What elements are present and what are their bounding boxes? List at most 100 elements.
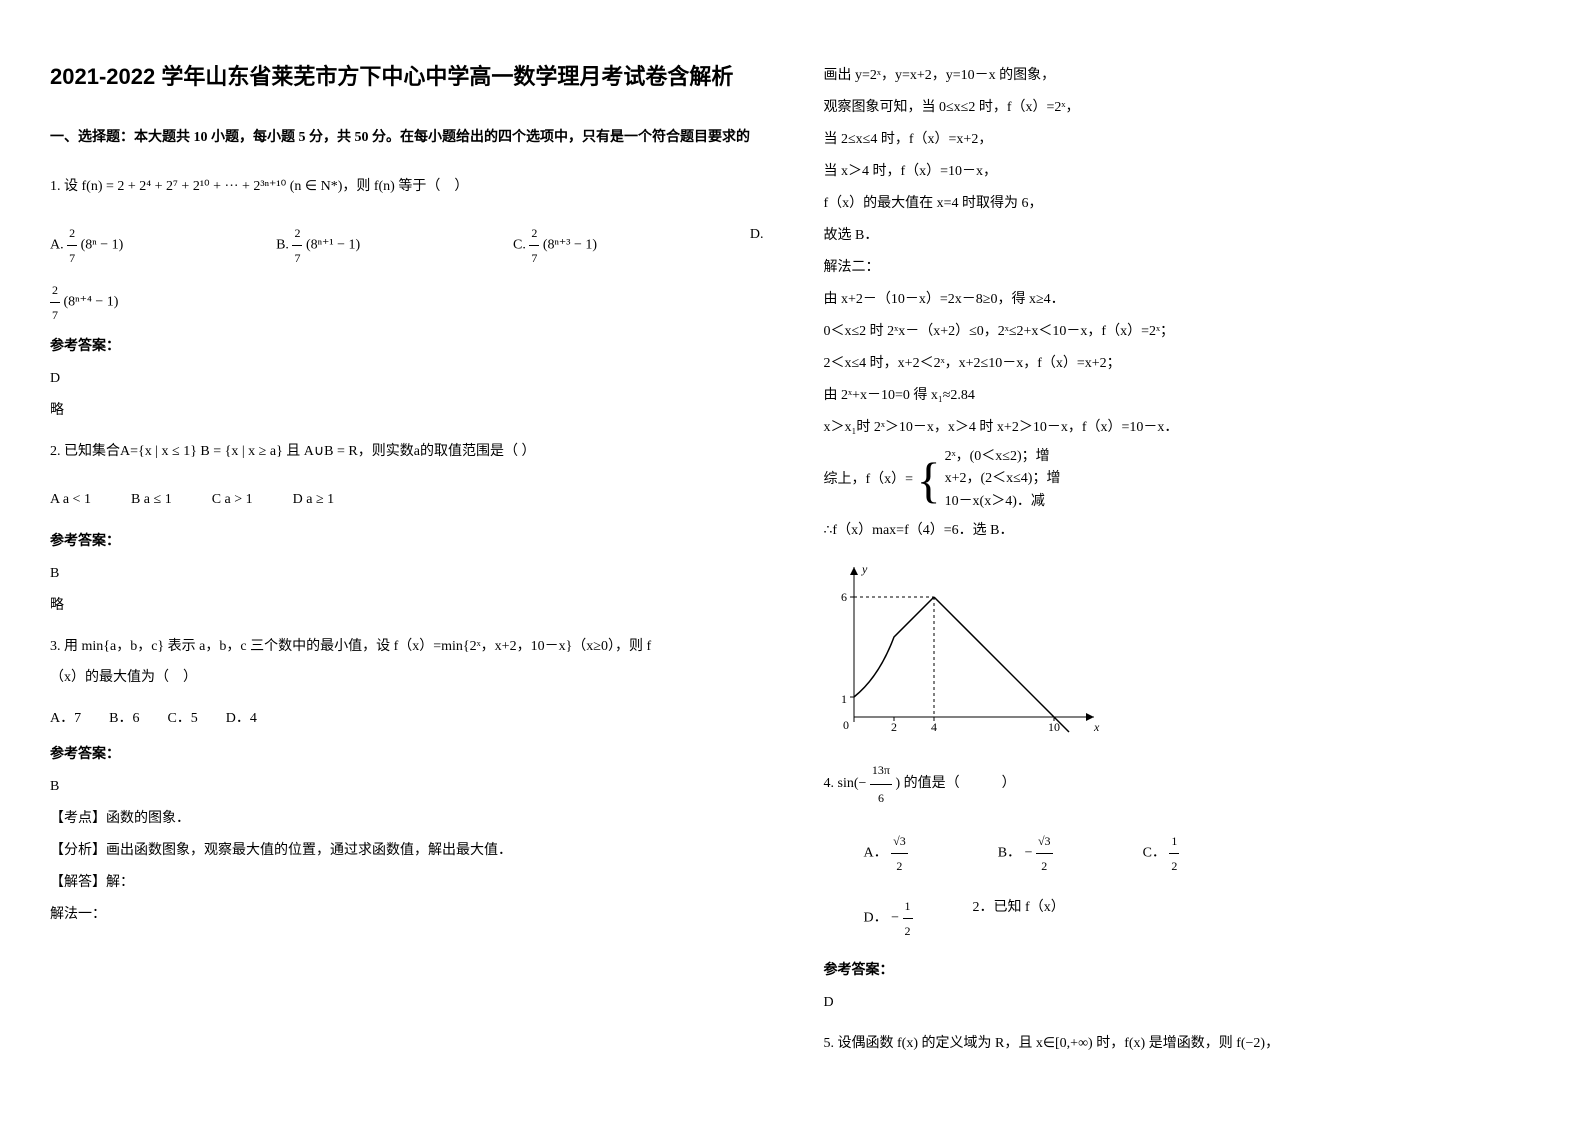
- q2-options: A a < 1 B a ≤ 1 C a > 1 D a ≥ 1: [50, 486, 764, 514]
- q1-optD-cont: 27 (8ⁿ⁺⁴ − 1): [50, 278, 764, 327]
- q4-options-row2: D． − 12 2．已知 f（x）: [824, 894, 1538, 943]
- q2-stem: 2. 已知集合A={x | x ≤ 1} B = {x | x ≥ a} 且 A…: [50, 444, 535, 459]
- q1-optC: C. 27 (8ⁿ⁺³ − 1): [513, 221, 597, 270]
- q4-frac-den: 6: [870, 785, 892, 811]
- question-3: 3. 用 min{a，b，c} 表示 a，b，c 三个数中的最小值，设 f（x）…: [50, 632, 764, 694]
- left-column: 2021-2022 学年山东省莱芜市方下中心中学高一数学理月考试卷含解析 一、选…: [50, 60, 764, 1070]
- q3-fenxi: 【分析】画出函数图象，观察最大值的位置，通过求函数值，解出最大值．: [50, 837, 764, 865]
- c2-l6: 故选 B．: [824, 222, 1538, 250]
- q4-optD-neg: −: [891, 911, 899, 926]
- q4-optD: D． − 12: [864, 894, 913, 943]
- q4-optC-den: 2: [1169, 854, 1179, 878]
- q3-stem1: 3. 用 min{a，b，c} 表示 a，b，c 三个数中的最小值，设 f（x）…: [50, 632, 764, 663]
- q2-optC: C a > 1: [212, 486, 253, 514]
- case2: x+2，(2＜x≤4)；增: [945, 468, 1061, 490]
- q4-optA-num: √3: [891, 829, 908, 854]
- q1-optD: D.: [750, 221, 764, 270]
- q1-optC-rest: (8ⁿ⁺³ − 1): [543, 238, 597, 253]
- q1-optC-num: 2: [529, 221, 539, 246]
- case1: 2ˣ，(0＜x≤2)；增: [945, 446, 1061, 468]
- q1-answer-label: 参考答案：: [50, 335, 764, 355]
- q3-kaodian: 【考点】函数的图象．: [50, 805, 764, 833]
- c2-l2: 观察图象可知，当 0≤x≤2 时，f（x）=2ˣ，: [824, 94, 1538, 122]
- q4-optC-num: 1: [1169, 829, 1179, 854]
- q4-optB-neg: −: [1025, 846, 1033, 861]
- q1-options: A. 27 (8ⁿ − 1) B. 27 (8ⁿ⁺¹ − 1) C. 27 (8…: [50, 221, 764, 270]
- q3-answer: B: [50, 773, 764, 801]
- q4-optB-den: 2: [1036, 854, 1053, 878]
- piecewise-fn: { 2ˣ，(0＜x≤2)；增 x+2，(2＜x≤4)；增 10－x(x＞4)．减: [917, 446, 1061, 513]
- left-brace-icon: {: [917, 455, 941, 505]
- c2-zongshang-row: 综上，f（x）= { 2ˣ，(0＜x≤2)；增 x+2，(2＜x≤4)；增 10…: [824, 446, 1538, 513]
- case3: 10－x(x＞4)．减: [945, 491, 1061, 513]
- q4-optA-label: A．: [864, 846, 888, 861]
- q4-answer: D: [824, 989, 1538, 1017]
- q5-stem: 5. 设偶函数 f(x) 的定义域为 R，且 x∈[0,+∞) 时，f(x) 是…: [824, 1036, 1280, 1051]
- q1-optD-label: D.: [750, 227, 764, 242]
- q1-optC-label: C.: [513, 238, 526, 253]
- question-5: 5. 设偶函数 f(x) 的定义域为 R，且 x∈[0,+∞) 时，f(x) 是…: [824, 1029, 1538, 1060]
- q3-jieda: 【解答】解：: [50, 869, 764, 897]
- q1-optB-den: 7: [292, 246, 302, 270]
- q4-optB-num: √3: [1036, 829, 1053, 854]
- q1-optA: A. 27 (8ⁿ − 1): [50, 221, 123, 270]
- q4-optD-den: 2: [903, 919, 913, 943]
- q4-optC-label: C．: [1143, 846, 1166, 861]
- q1-optA-num: 2: [67, 221, 77, 246]
- c2-l11: 由 2ˣ+x－10=0 得 x₁≈2.84: [824, 382, 1538, 410]
- q1-optD-rest: (8ⁿ⁺⁴ − 1): [64, 295, 119, 310]
- q2-optA: A a < 1: [50, 486, 91, 514]
- section1-header: 一、选择题：本大题共 10 小题，每小题 5 分，共 50 分。在每小题给出的四…: [50, 125, 764, 150]
- ytick-1: 1: [841, 692, 847, 706]
- c2-l12: x＞x₁时 2ˣ＞10－x，x＞4 时 x+2＞10－x，f（x）=10－x．: [824, 414, 1538, 442]
- ytick-6: 6: [841, 590, 847, 604]
- q3-answer-label: 参考答案：: [50, 743, 764, 763]
- q2-answer: B: [50, 560, 764, 588]
- question-2: 2. 已知集合A={x | x ≤ 1} B = {x | x ≥ a} 且 A…: [50, 437, 764, 468]
- q1-optB-num: 2: [292, 221, 302, 246]
- q1-optC-den: 7: [529, 246, 539, 270]
- c2-zongshang: 综上，f（x）=: [824, 472, 914, 487]
- c2-l9: 0＜x≤2 时 2ˣx－（x+2）≤0，2ˣ≤2+x＜10－x，f（x）=2ˣ；: [824, 318, 1538, 346]
- c2-l4: 当 x＞4 时，f（x）=10－x，: [824, 158, 1538, 186]
- c2-l7: 解法二：: [824, 254, 1538, 282]
- q1-omit: 略: [50, 397, 764, 425]
- c2-l1: 画出 y=2ˣ，y=x+2，y=10－x 的图象，: [824, 62, 1538, 90]
- origin-label: 0: [843, 718, 849, 732]
- q4-optD-label: D．: [864, 911, 888, 926]
- q1-optD-num: 2: [50, 278, 60, 303]
- c2-conclude: ∴f（x）max=f（4）=6．选 B．: [824, 517, 1538, 545]
- q4-post: 的值是（ ）: [904, 776, 1016, 791]
- c2-l5: f（x）的最大值在 x=4 时取得为 6，: [824, 190, 1538, 218]
- right-column: 画出 y=2ˣ，y=x+2，y=10－x 的图象， 观察图象可知，当 0≤x≤2…: [824, 60, 1538, 1070]
- y-axis-label: y: [861, 562, 868, 576]
- q3-opts: A．7 B．6 C．5 D．4: [50, 705, 764, 733]
- c2-l3: 当 2≤x≤4 时，f（x）=x+2，: [824, 126, 1538, 154]
- q4-optC: C． 12: [1143, 829, 1180, 878]
- q4-sinpost: ): [895, 776, 900, 791]
- q2-omit: 略: [50, 592, 764, 620]
- exam-title: 2021-2022 学年山东省莱芜市方下中心中学高一数学理月考试卷含解析: [50, 60, 764, 93]
- q1-optA-rest: (8ⁿ − 1): [81, 238, 124, 253]
- q4-answer-label: 参考答案：: [824, 959, 1538, 979]
- q2-optB: B a ≤ 1: [131, 486, 172, 514]
- xtick-4: 4: [931, 720, 937, 734]
- q4-optA: A． √32: [864, 829, 908, 878]
- xtick-2: 2: [891, 720, 897, 734]
- q1-answer: D: [50, 365, 764, 393]
- q4-extra: 2．已知 f（x）: [973, 894, 1065, 943]
- function-chart: 0 2 4 10 1 6 x y: [824, 557, 1104, 737]
- x-axis-label: x: [1093, 720, 1100, 734]
- q1-optA-label: A.: [50, 238, 64, 253]
- q4-optD-num: 1: [903, 894, 913, 919]
- q4-sin: sin(−: [838, 776, 867, 791]
- q1-optB-rest: (8ⁿ⁺¹ − 1): [306, 238, 360, 253]
- q1-optB-label: B.: [276, 238, 289, 253]
- q3-jiefa1: 解法一：: [50, 901, 764, 929]
- q2-answer-label: 参考答案：: [50, 530, 764, 550]
- q4-optB: B． − √32: [998, 829, 1053, 878]
- q4-options-row1: A． √32 B． − √32 C． 12: [824, 829, 1538, 878]
- question-1: 1. 设 f(n) = 2 + 2⁴ + 2⁷ + 2¹⁰ + ··· + 2³…: [50, 172, 764, 203]
- q4-pre: 4.: [824, 776, 838, 791]
- q4-frac-num: 13π: [870, 757, 892, 784]
